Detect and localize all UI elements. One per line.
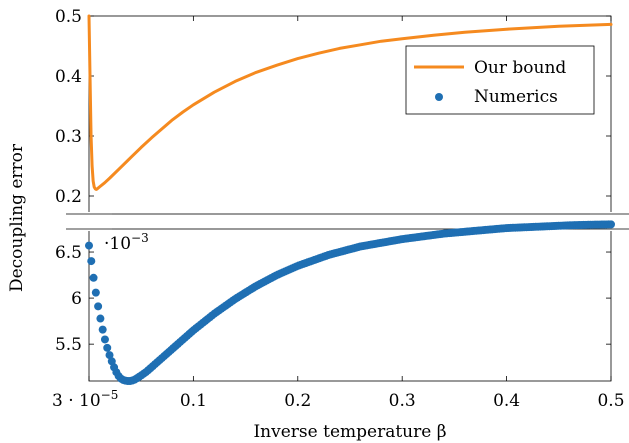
numerics-point: [98, 325, 107, 334]
legend-box: [405, 45, 595, 115]
numerics-point: [105, 351, 114, 360]
x-tick-label-3: 0.3: [389, 391, 416, 411]
legend-numerics-marker: [435, 93, 443, 101]
numerics-point: [96, 314, 105, 323]
x-tick-label-0: 3 · 10−5: [52, 388, 118, 411]
top-y-tick-label-2: 0.4: [55, 67, 82, 87]
our-bound-series-line: [87, 14, 613, 191]
top-y-tick-label-1: 0.3: [55, 127, 82, 147]
legend: Our bound Numerics: [405, 45, 595, 115]
numerics-point: [107, 357, 116, 366]
bottom-y-tick-label-1: 6: [71, 289, 82, 309]
bottom-scale-exponent: −3: [131, 231, 149, 245]
numerics-series-points: [85, 220, 615, 385]
numerics-point: [89, 273, 98, 282]
legend-bound-label: Our bound: [474, 58, 566, 78]
bottom-panel-frame: [88, 228, 612, 382]
numerics-point: [85, 241, 93, 250]
bottom-y-ticks: 5.5 6 6.5: [55, 243, 611, 355]
bottom-y-tick-label-0: 5.5: [55, 335, 82, 355]
numerics-point: [607, 220, 615, 229]
numerics-point: [94, 302, 103, 311]
bottom-y-tick-label-2: 6.5: [55, 243, 82, 263]
x-tick-label-5: 0.5: [597, 391, 624, 411]
x-tick-label-1: 0.1: [180, 391, 207, 411]
top-y-tick-label-0: 0.2: [55, 187, 82, 207]
bottom-scale-factor: ·10−3: [104, 231, 149, 254]
y-axis-label: Decoupling error: [7, 143, 27, 292]
top-y-tick-label-3: 0.5: [55, 7, 82, 27]
numerics-point: [87, 257, 96, 266]
legend-numerics-label: Numerics: [474, 87, 558, 107]
numerics-point: [100, 335, 109, 344]
numerics-point: [103, 343, 112, 352]
axis-break-left: [66, 212, 112, 231]
x-tick-label-4: 0.4: [493, 391, 520, 411]
numerics-point: [91, 288, 100, 297]
x-axis-label: Inverse temperature β: [253, 422, 446, 442]
top-panel-frame: [88, 15, 612, 215]
x-tick-label-2: 0.2: [284, 391, 311, 411]
